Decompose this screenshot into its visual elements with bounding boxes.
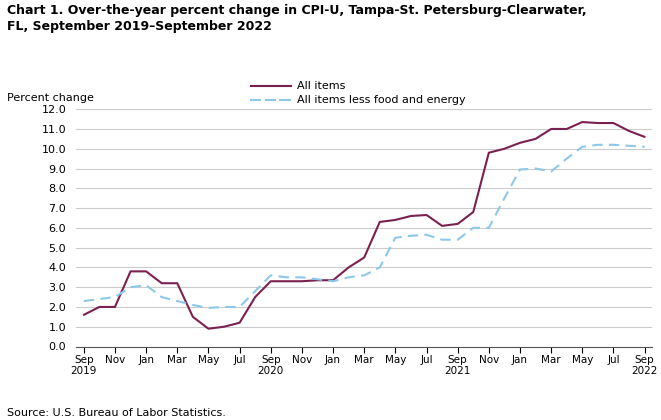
All items [313,278,321,283]
All items less food and energy [251,289,259,294]
All items [360,255,368,260]
All items less food and energy [298,275,306,280]
Line: All items less food and energy: All items less food and energy [84,145,644,308]
All items [267,279,275,284]
All items less food and energy [453,237,461,242]
All items less food and energy [235,304,243,310]
All items [142,269,150,274]
All items less food and energy [578,144,586,149]
All items less food and energy [422,232,430,237]
All items [422,213,430,218]
All items less food and energy [344,275,352,280]
All items less food and energy [111,294,119,299]
All items [251,294,259,299]
All items [329,278,337,283]
All items [547,126,555,131]
Line: All items: All items [84,122,644,329]
Text: All items less food and energy: All items less food and energy [297,95,466,105]
All items [609,121,617,126]
All items less food and energy [267,273,275,278]
Text: Source: U.S. Bureau of Labor Statistics.: Source: U.S. Bureau of Labor Statistics. [7,408,225,418]
All items less food and energy [126,285,134,290]
All items [126,269,134,274]
All items [111,304,119,310]
Text: Chart 1. Over-the-year percent change in CPI-U, Tampa-St. Petersburg-Clearwater,: Chart 1. Over-the-year percent change in… [7,4,586,33]
All items less food and energy [407,233,415,238]
All items less food and energy [204,305,212,310]
All items [516,140,524,145]
All items less food and energy [313,277,321,282]
All items less food and energy [563,156,570,161]
All items [158,281,166,286]
All items [407,213,415,218]
All items less food and energy [376,265,384,270]
All items less food and energy [142,283,150,288]
All items [235,320,243,325]
All items [95,304,103,310]
All items less food and energy [438,237,446,242]
All items [500,146,508,151]
All items less food and energy [360,273,368,278]
All items less food and energy [625,143,633,148]
All items less food and energy [609,142,617,147]
All items less food and energy [80,299,88,304]
All items less food and energy [531,166,539,171]
All items [391,218,399,223]
All items [80,312,88,318]
All items [453,221,461,226]
All items [298,279,306,284]
Text: All items: All items [297,81,346,91]
All items [220,324,228,329]
All items less food and energy [485,225,493,230]
All items less food and energy [500,196,508,201]
All items [578,120,586,125]
All items [189,314,197,319]
All items less food and energy [282,275,290,280]
All items less food and energy [95,297,103,302]
All items [376,219,384,224]
All items less food and energy [220,304,228,310]
All items [438,223,446,228]
All items less food and energy [391,235,399,240]
All items [282,279,290,284]
All items [344,265,352,270]
All items less food and energy [641,144,648,149]
All items [485,150,493,155]
All items less food and energy [516,167,524,172]
All items [563,126,570,131]
All items [641,134,648,139]
All items less food and energy [189,302,197,307]
All items less food and energy [547,169,555,174]
All items less food and energy [158,294,166,299]
All items less food and energy [173,299,181,304]
All items less food and energy [469,225,477,230]
Text: Percent change: Percent change [7,93,93,103]
All items [204,326,212,331]
All items [594,121,602,126]
All items [469,210,477,215]
All items [531,136,539,142]
All items [173,281,181,286]
All items [625,129,633,134]
All items less food and energy [594,142,602,147]
All items less food and energy [329,279,337,284]
